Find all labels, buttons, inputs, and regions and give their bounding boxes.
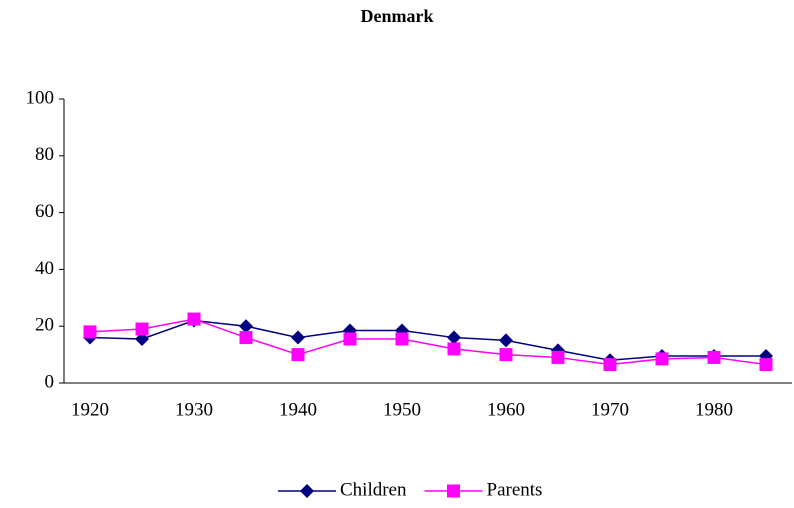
marker (343, 332, 357, 346)
x-tick-label: 1980 (695, 399, 733, 420)
y-tick-label: 20 (35, 315, 54, 336)
x-tick-label: 1950 (383, 399, 421, 420)
marker (291, 348, 305, 362)
y-tick-label: 60 (35, 201, 54, 222)
x-tick-label: 1930 (175, 399, 213, 420)
marker (447, 330, 461, 345)
marker (300, 484, 314, 498)
legend-label: Children (340, 479, 407, 500)
marker (187, 312, 201, 326)
marker (499, 348, 513, 362)
marker (447, 342, 461, 356)
x-tick-label: 1920 (71, 399, 109, 420)
marker (291, 330, 305, 345)
y-tick-label: 100 (26, 87, 55, 108)
marker (83, 325, 97, 339)
marker (135, 322, 149, 336)
marker (655, 352, 669, 366)
chart-title: Denmark (361, 6, 434, 26)
marker (239, 331, 253, 345)
y-tick-label: 0 (45, 371, 55, 392)
marker (707, 350, 721, 364)
marker (447, 484, 460, 498)
series-line (89, 318, 767, 366)
x-tick-label: 1960 (487, 399, 525, 420)
marker (395, 332, 409, 346)
marker (551, 350, 565, 364)
marker (603, 358, 617, 372)
marker (499, 333, 513, 348)
x-tick-label: 1940 (279, 399, 317, 420)
marker (759, 358, 773, 372)
x-tick-label: 1970 (591, 399, 629, 420)
y-tick-label: 40 (35, 258, 54, 279)
marker (239, 319, 253, 334)
y-tick-label: 80 (35, 144, 54, 165)
legend-label: Parents (487, 479, 543, 500)
